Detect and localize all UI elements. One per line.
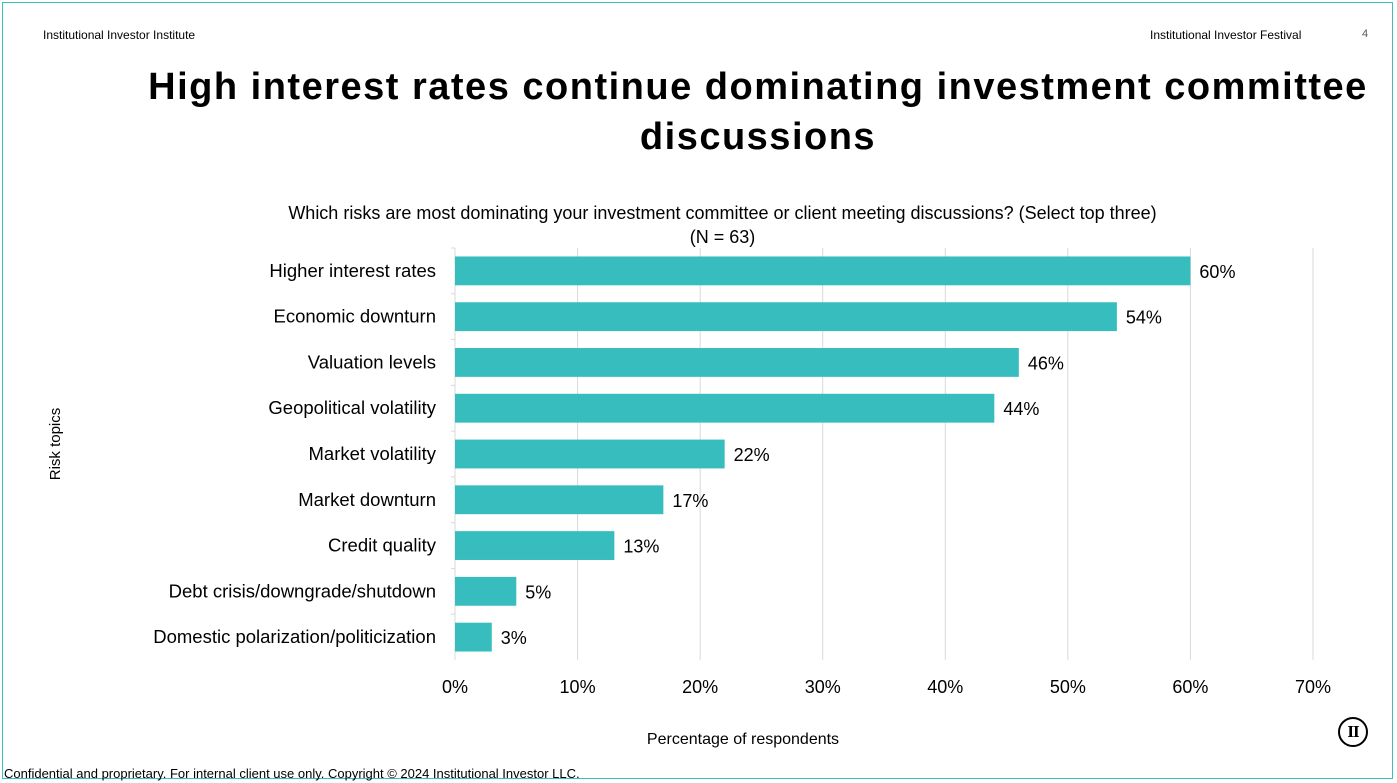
- data-label: 22%: [734, 445, 770, 465]
- x-tick-label: 40%: [927, 677, 963, 697]
- data-label: 44%: [1003, 399, 1039, 419]
- x-tick-label: 60%: [1172, 677, 1208, 697]
- x-tick-label: 70%: [1295, 677, 1331, 697]
- bar: [455, 393, 995, 423]
- x-tick-label: 30%: [805, 677, 841, 697]
- x-axis-title: Percentage of respondents: [647, 731, 839, 748]
- category-label: Economic downturn: [274, 306, 436, 327]
- category-label: Domestic polarization/politicization: [153, 626, 436, 647]
- category-label: Market volatility: [309, 443, 437, 464]
- header-event: Institutional Investor Festival: [1150, 28, 1302, 42]
- bar: [455, 531, 615, 560]
- bar: [455, 622, 492, 652]
- bar: [455, 576, 517, 606]
- bar: [455, 302, 1117, 332]
- category-label: Valuation levels: [308, 351, 436, 372]
- x-tick-label: 10%: [560, 677, 596, 697]
- category-label: Credit quality: [328, 535, 437, 556]
- institutional-investor-logo: II: [1338, 717, 1368, 747]
- slide-title: High interest rates continue dominating …: [148, 66, 1368, 158]
- chart-question: Which risks are most dominating your inv…: [200, 201, 1245, 249]
- x-tick-label: 0%: [442, 677, 468, 697]
- bar: [455, 348, 1019, 377]
- category-label: Debt crisis/downgrade/shutdown: [169, 580, 436, 601]
- data-label: 13%: [623, 537, 659, 557]
- data-label: 46%: [1028, 353, 1064, 373]
- chart-sample-size: (N = 63): [689, 227, 756, 247]
- category-label: Higher interest rates: [269, 260, 436, 281]
- y-axis-title: Risk topics: [47, 408, 64, 481]
- x-tick-label: 50%: [1050, 677, 1086, 697]
- x-tick-label: 20%: [682, 677, 718, 697]
- chart-question-line: Which risks are most dominating your inv…: [288, 203, 1157, 223]
- category-label: Geopolitical volatility: [268, 397, 436, 418]
- data-label: 5%: [525, 582, 551, 602]
- header-organization: Institutional Investor Institute: [43, 28, 196, 42]
- bar: [455, 256, 1191, 286]
- data-label: 60%: [1199, 262, 1235, 282]
- page-number: 4: [1362, 28, 1369, 40]
- data-label: 3%: [501, 628, 527, 648]
- data-label: 17%: [672, 491, 708, 511]
- bar: [455, 485, 664, 515]
- footer-disclaimer: Confidential and proprietary. For intern…: [4, 766, 580, 781]
- data-label: 54%: [1126, 308, 1162, 328]
- bar: [455, 439, 725, 469]
- category-label: Market downturn: [298, 489, 436, 510]
